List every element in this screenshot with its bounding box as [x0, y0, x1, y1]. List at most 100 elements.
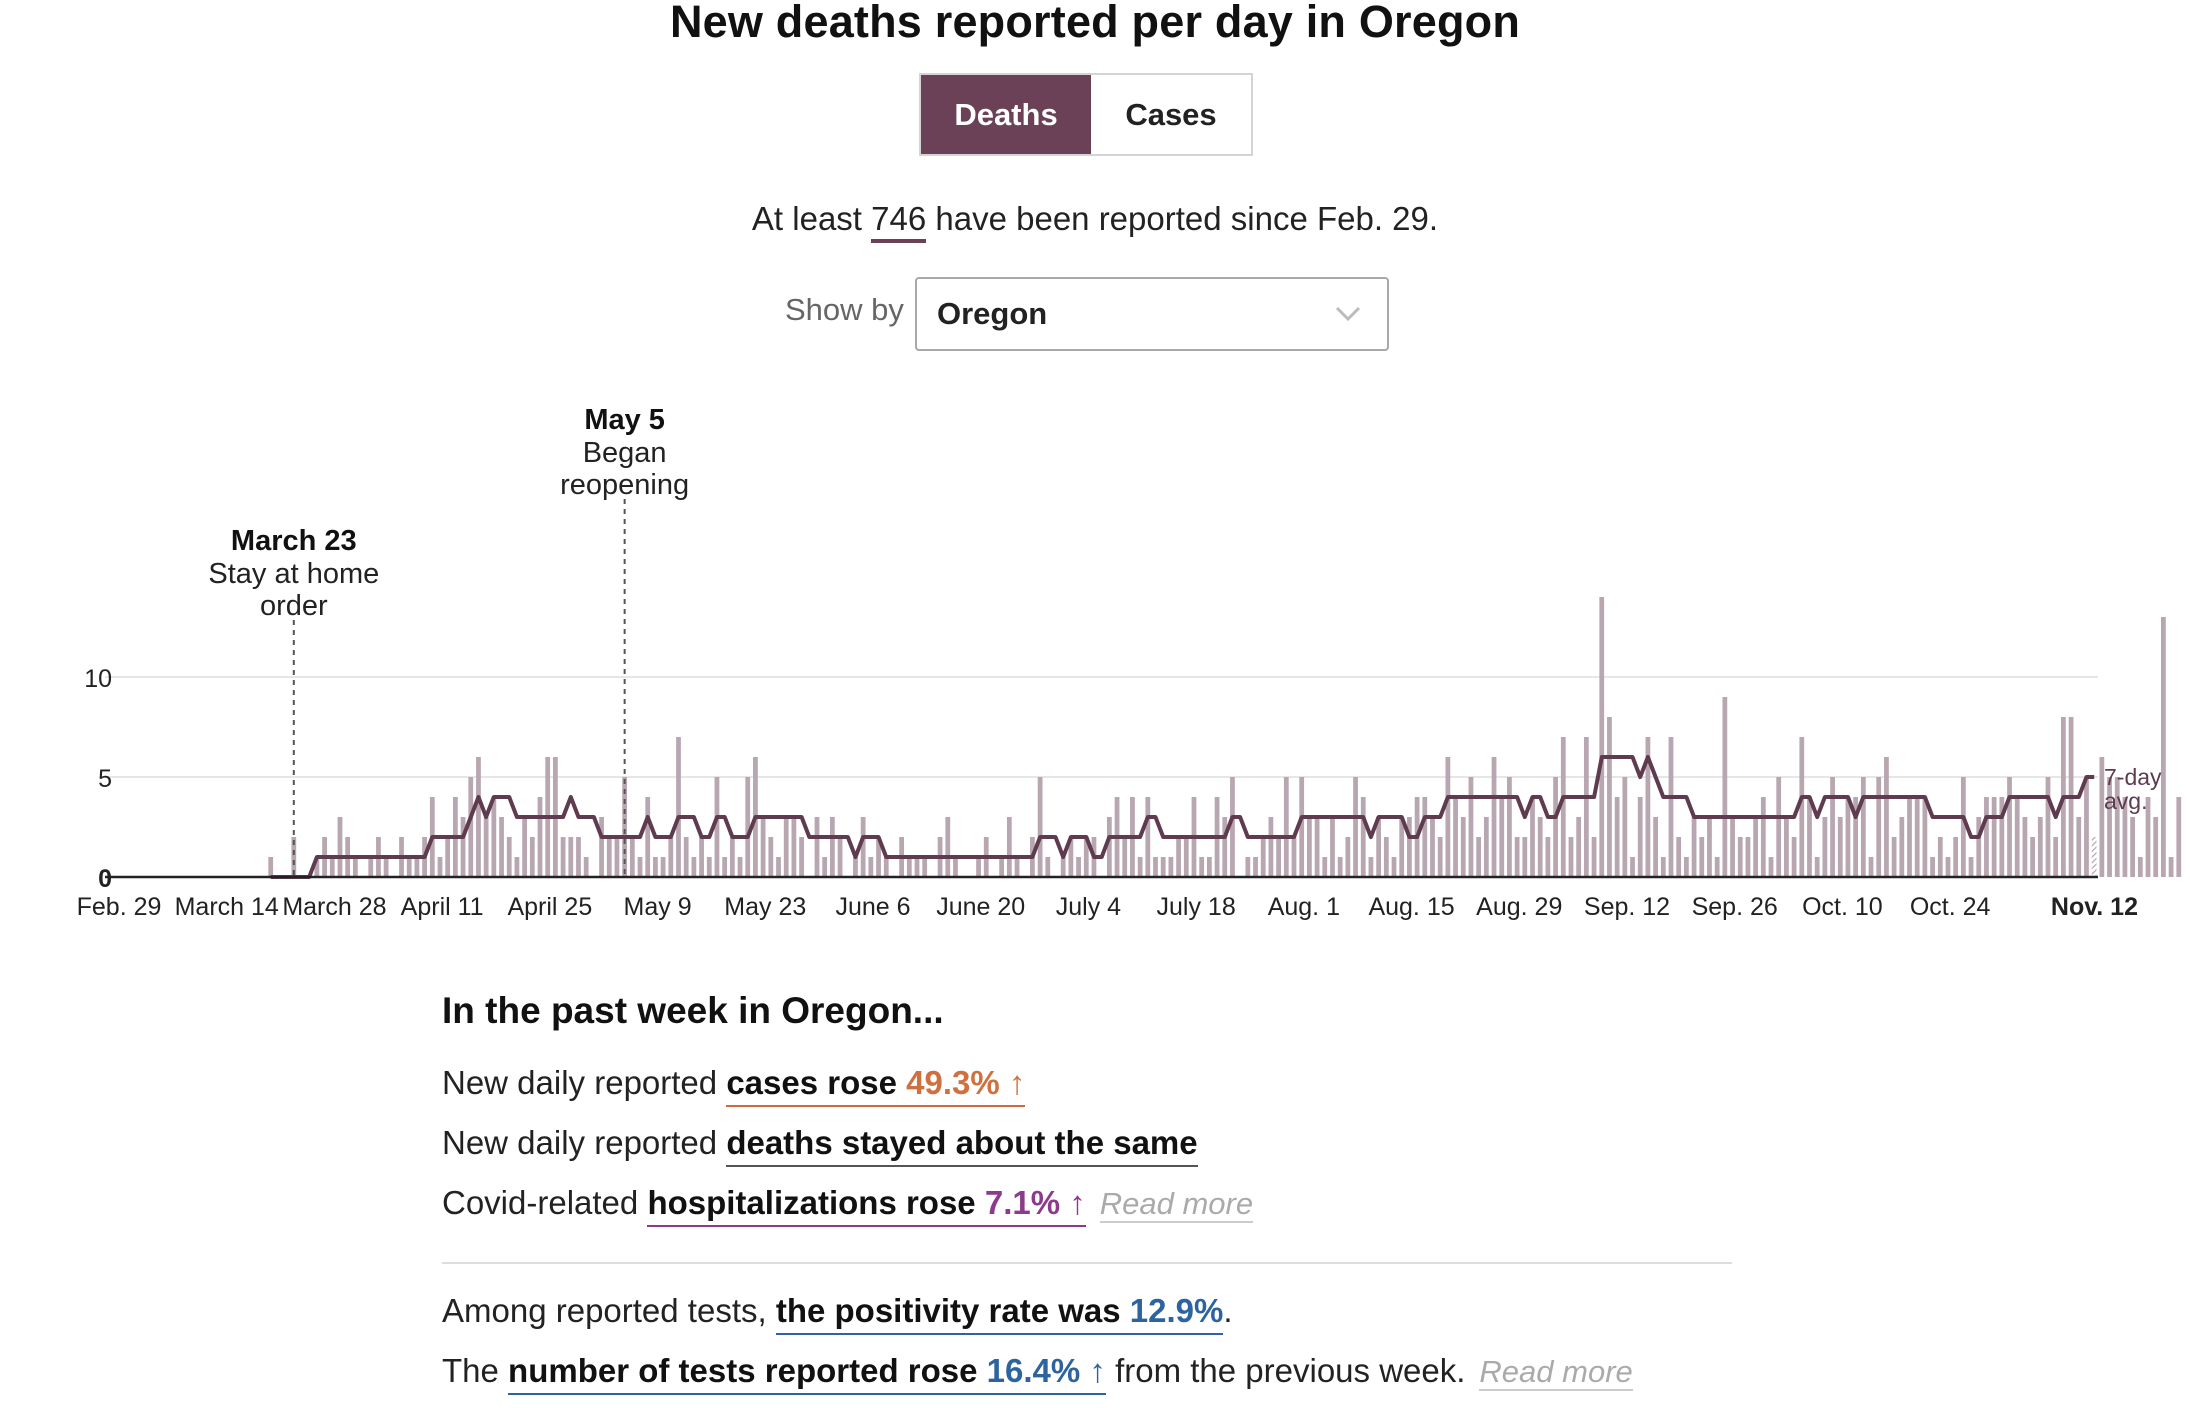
bar	[406, 857, 412, 877]
cases-toggle-button[interactable]: Cases	[1091, 75, 1251, 154]
positivity-prefix: Among reported tests,	[442, 1292, 776, 1329]
bar	[1891, 837, 1897, 877]
bar	[1860, 777, 1866, 877]
arrow-up-icon: ↑	[1008, 1064, 1026, 1101]
bar	[629, 837, 635, 877]
bar	[1583, 737, 1589, 877]
cases-pct: 49.3%	[906, 1064, 1000, 1101]
bar	[1553, 777, 1558, 877]
deaths-stat-link[interactable]: deaths stayed about the same	[726, 1124, 1198, 1167]
bar	[953, 857, 958, 877]
bar	[1514, 837, 1520, 877]
bar	[1976, 817, 1982, 877]
bar	[1822, 817, 1828, 877]
bar	[2161, 617, 2166, 877]
bar	[1984, 797, 1989, 877]
bar	[1183, 837, 1189, 877]
bar	[1353, 777, 1358, 877]
bar	[1522, 837, 1528, 877]
bar	[2076, 817, 2082, 877]
read-more-link[interactable]: Read more	[1099, 1186, 1254, 1223]
tests-pct: 16.4%	[986, 1352, 1081, 1389]
bar	[829, 817, 835, 877]
bar	[1407, 817, 1412, 877]
bar	[1807, 797, 1812, 877]
bar	[1507, 777, 1512, 877]
bar	[514, 857, 520, 877]
bar	[560, 837, 566, 877]
bar	[1845, 797, 1851, 877]
bar	[1922, 797, 1928, 877]
bar	[1460, 817, 1466, 877]
bar	[1622, 777, 1628, 877]
bar	[1730, 817, 1735, 877]
y-tick-label: 5	[98, 765, 112, 793]
bar	[999, 857, 1005, 877]
positivity-link[interactable]: the positivity rate was 12.9%	[775, 1292, 1224, 1335]
x-tick-label: July 18	[1157, 893, 1236, 921]
bar	[1076, 857, 1081, 877]
bar	[1630, 857, 1635, 877]
bar	[1330, 817, 1335, 877]
bar	[699, 837, 704, 877]
bar	[2168, 857, 2174, 877]
bar	[868, 857, 874, 877]
bar	[1476, 837, 1482, 877]
bar	[1776, 777, 1782, 877]
deaths-stat-prefix: New daily reported	[442, 1124, 727, 1161]
x-tick-label: Nov. 12	[2051, 893, 2138, 921]
x-tick-label: Aug. 15	[1368, 893, 1454, 921]
bar	[506, 837, 512, 877]
bar	[1176, 837, 1181, 877]
bar	[1068, 837, 1074, 877]
bar	[2037, 817, 2043, 877]
show-by-label: Show by	[785, 292, 904, 327]
bar	[1683, 857, 1689, 877]
bar	[799, 837, 804, 877]
bar	[1437, 837, 1443, 877]
x-tick-label: May 9	[624, 893, 692, 921]
bar	[445, 837, 451, 877]
bar	[483, 817, 489, 877]
tests-link[interactable]: number of tests reported rose 16.4% ↑	[508, 1352, 1106, 1395]
positivity-phrase: the positivity rate was	[775, 1292, 1130, 1329]
bar	[853, 857, 858, 877]
hosp-stat-link[interactable]: hospitalizations rose 7.1% ↑	[647, 1184, 1086, 1227]
bar	[437, 857, 443, 877]
bar	[660, 857, 666, 877]
read-more-link[interactable]: Read more	[1479, 1354, 1633, 1391]
bar	[2114, 777, 2120, 877]
bar	[860, 817, 866, 877]
cases-stat-prefix: New daily reported	[442, 1064, 727, 1101]
y-tick-label: 10	[84, 665, 112, 693]
divider	[442, 1262, 1732, 1264]
bar	[706, 857, 712, 877]
bar	[760, 817, 766, 877]
x-tick-label: Sep. 12	[1584, 893, 1670, 921]
bar	[2130, 817, 2136, 877]
annotation-date: March 23	[231, 525, 357, 557]
bar	[1376, 817, 1382, 877]
total-deaths-count: 746	[871, 200, 927, 243]
bar	[1637, 797, 1643, 877]
bar	[876, 837, 881, 877]
x-tick-label: June 6	[835, 893, 910, 921]
region-select[interactable]: Oregon	[915, 277, 1389, 351]
bar	[1607, 717, 1612, 877]
bar	[1930, 857, 1935, 877]
bar	[1283, 777, 1289, 877]
tests-stat: The number of tests reported rose 16.4% …	[442, 1348, 1732, 1408]
bar	[1307, 817, 1312, 877]
deaths-toggle-button[interactable]: Deaths	[921, 75, 1091, 154]
bar	[1699, 837, 1705, 877]
annotation-date: May 5	[584, 404, 665, 436]
bar	[1830, 777, 1835, 877]
bar	[745, 777, 751, 877]
bar	[691, 857, 697, 877]
bar	[1399, 817, 1405, 877]
bar	[468, 777, 474, 877]
x-tick-label: Oct. 10	[1802, 893, 1883, 921]
cases-stat-phrase: cases rose	[726, 1064, 907, 1101]
cases-stat-link[interactable]: cases rose 49.3% ↑	[726, 1064, 1026, 1107]
